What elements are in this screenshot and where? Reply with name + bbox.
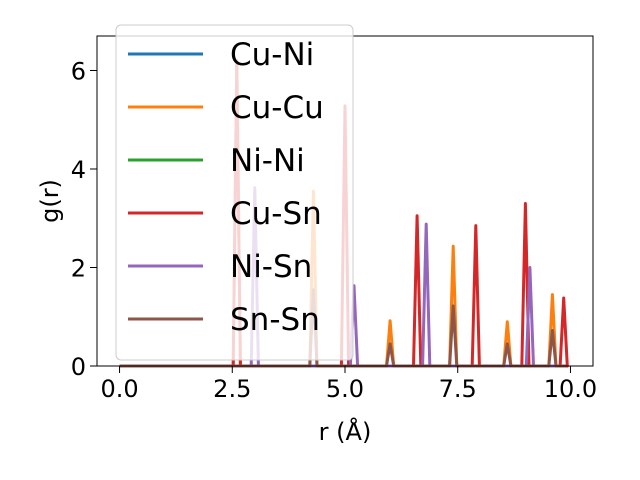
legend-label-sn-sn: Sn-Sn [230, 302, 320, 338]
y-axis: 0 2 4 6 [71, 57, 97, 381]
legend-label-ni-sn: Ni-Sn [230, 249, 312, 285]
legend-label-cu-ni: Cu-Ni [230, 37, 314, 73]
y-axis-label: g(r) [36, 179, 64, 223]
x-tick-label: 5.0 [326, 375, 364, 403]
y-tick-label: 4 [71, 156, 86, 184]
legend-label-cu-sn: Cu-Sn [230, 196, 322, 232]
x-tick-label: 2.5 [213, 375, 251, 403]
x-axis-label: r (Å) [319, 417, 372, 446]
x-tick-label: 7.5 [439, 375, 477, 403]
x-tick-label: 10.0 [544, 375, 597, 403]
y-tick-label: 0 [71, 353, 86, 381]
legend: Cu-Ni Cu-Cu Ni-Ni Cu-Sn Ni-Sn Sn-Sn [115, 24, 354, 361]
x-axis: 0.0 2.5 5.0 7.5 10.0 [100, 366, 597, 403]
legend-box [115, 24, 354, 361]
x-tick-label: 0.0 [100, 375, 138, 403]
y-tick-label: 2 [71, 254, 86, 282]
legend-label-cu-cu: Cu-Cu [230, 90, 324, 126]
legend-label-ni-ni: Ni-Ni [230, 143, 305, 179]
y-tick-label: 6 [71, 57, 86, 85]
